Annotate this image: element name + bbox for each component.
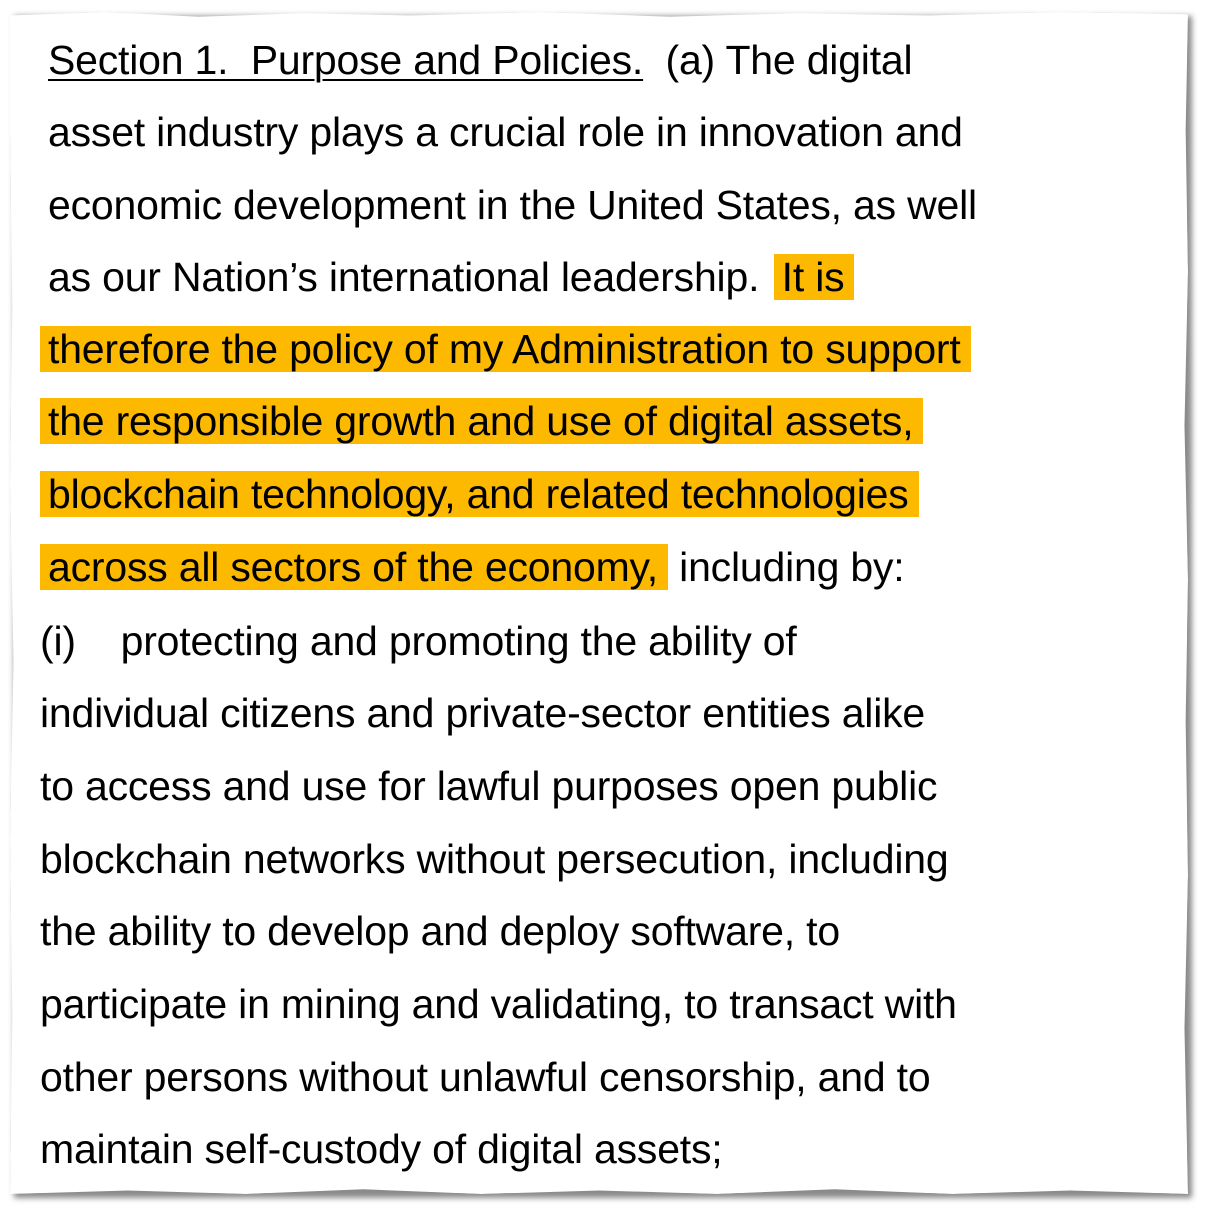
text-line: participate in mining and validating, to… bbox=[40, 981, 957, 1027]
text-line: maintain self-custody of digital assets; bbox=[40, 1126, 723, 1172]
highlighted-text: It is bbox=[773, 254, 855, 300]
text-segment: including by: bbox=[667, 544, 905, 590]
subsection-label: (a) bbox=[665, 37, 715, 83]
text-line: therefore the policy of my Administratio… bbox=[40, 320, 971, 378]
text-line: individual citizens and private-sector e… bbox=[40, 690, 926, 736]
item-i-first-line: (i) protecting and promoting the ability… bbox=[40, 612, 797, 670]
text-line: blockchain technology, and related techn… bbox=[40, 465, 919, 523]
text-segment: as our Nation’s international leadership… bbox=[48, 254, 782, 300]
text-line: other persons without unlawful censorshi… bbox=[40, 1054, 931, 1100]
section-heading: Section 1. Purpose and Policies. bbox=[48, 37, 644, 83]
text-line: asset industry plays a crucial role in i… bbox=[48, 103, 963, 161]
text-line: the ability to develop and deploy softwa… bbox=[40, 908, 840, 954]
text-segment: The digital bbox=[715, 37, 913, 83]
highlighted-text: therefore the policy of my Administratio… bbox=[40, 326, 971, 372]
text-line: across all sectors of the economy, inclu… bbox=[40, 538, 905, 596]
text-line: to access and use for lawful purposes op… bbox=[40, 763, 938, 809]
text-line: blockchain networks without persecution,… bbox=[40, 836, 949, 882]
text-segment: protecting and promoting the ability of bbox=[120, 618, 797, 664]
text-segment: asset industry plays a crucial role in i… bbox=[48, 109, 963, 155]
section-first-line: Section 1. Purpose and Policies. (a) The… bbox=[48, 31, 913, 89]
highlighted-text: the responsible growth and use of digita… bbox=[40, 398, 924, 444]
text-line: as our Nation’s international leadership… bbox=[48, 248, 855, 306]
item-label: (i) bbox=[40, 618, 76, 664]
text-line: the responsible growth and use of digita… bbox=[40, 392, 924, 450]
highlighted-text: across all sectors of the economy, bbox=[40, 544, 668, 590]
document-excerpt: Section 1. Purpose and Policies. (a) The… bbox=[10, 12, 1188, 1194]
text-segment: economic development in the United State… bbox=[48, 182, 977, 228]
text-line: economic development in the United State… bbox=[48, 176, 977, 234]
highlighted-text: blockchain technology, and related techn… bbox=[40, 471, 919, 517]
